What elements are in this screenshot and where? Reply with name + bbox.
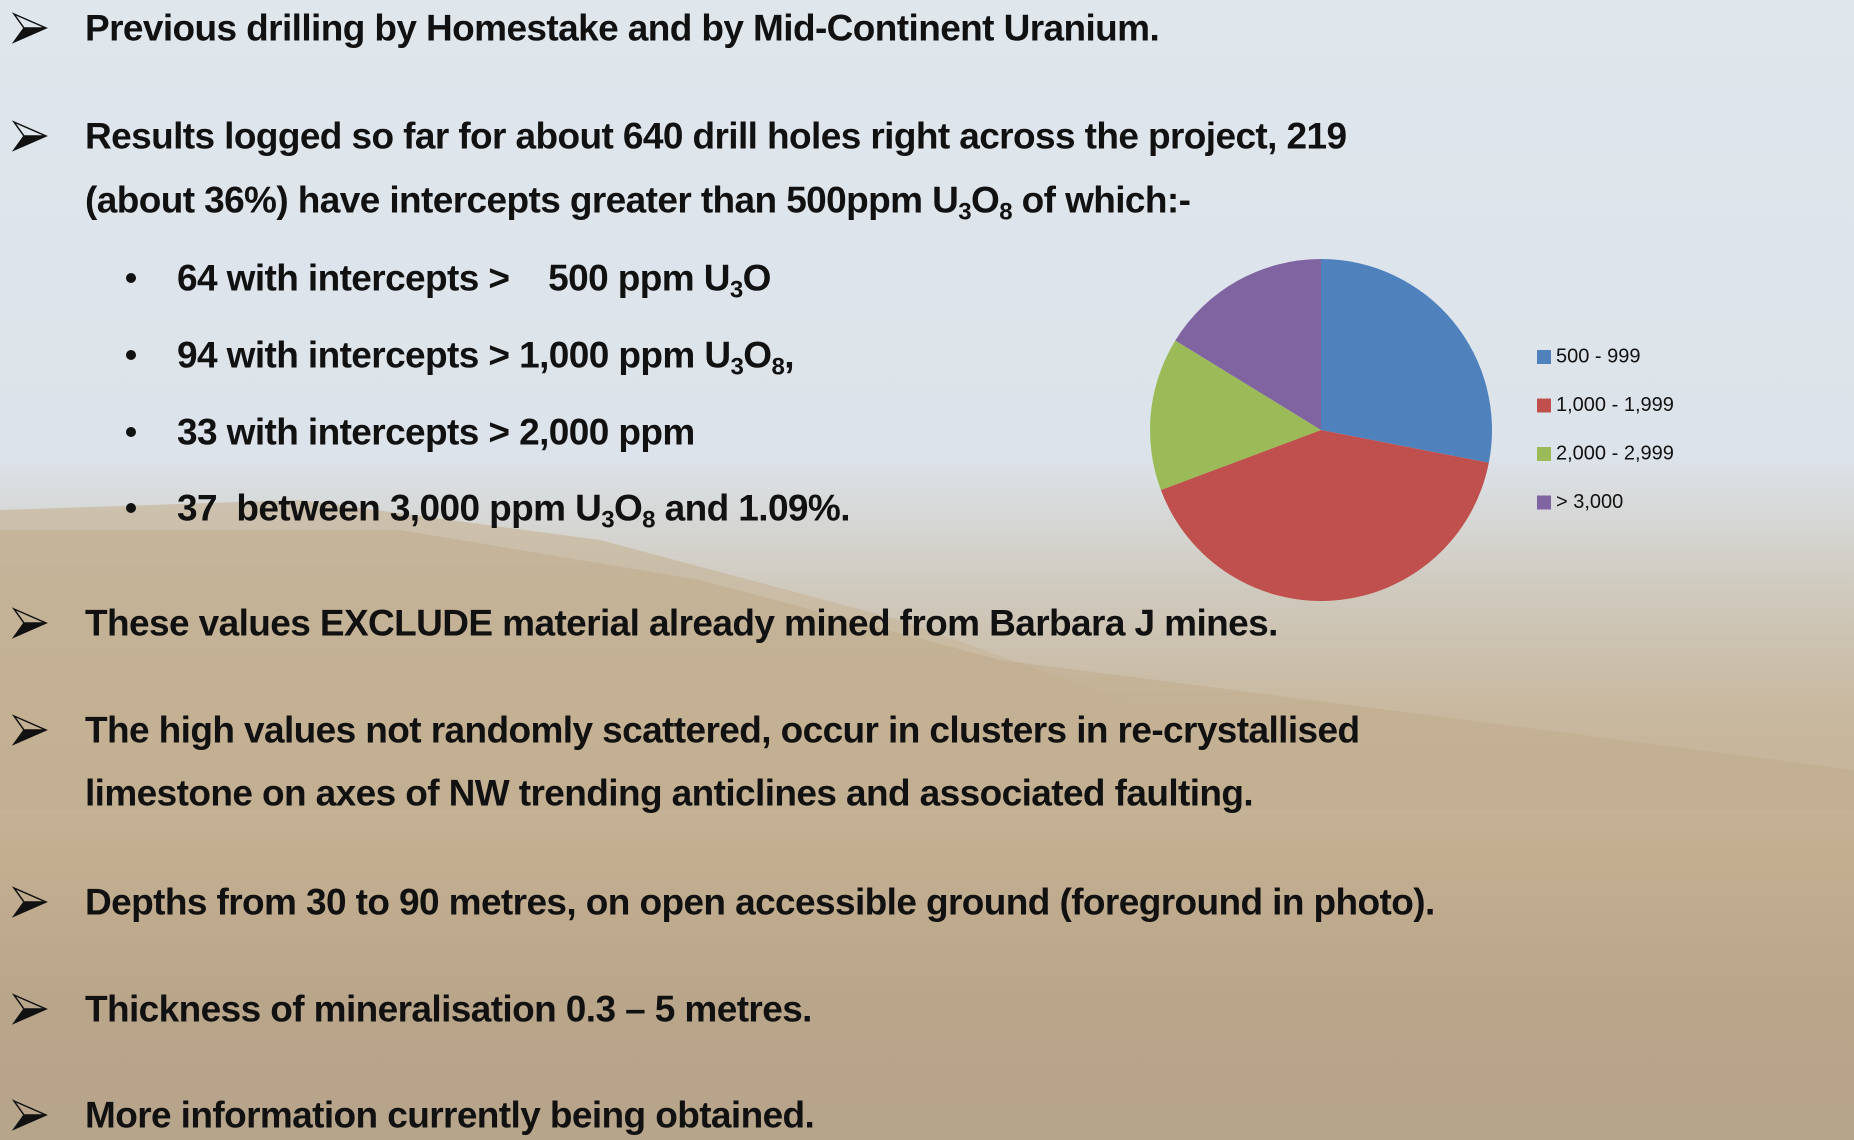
subscript: 3: [601, 507, 614, 534]
sub-bullet-dot: [126, 503, 136, 513]
sub-bullet-dot: [126, 273, 136, 283]
text-run: 64 with intercepts > 500 ppm U: [177, 258, 730, 299]
text-line: These values EXCLUDE material already mi…: [85, 605, 1278, 642]
text-run: Thickness of mineralisation 0.3 – 5 metr…: [85, 989, 812, 1030]
legend-label: 2,000 - 2,999: [1556, 442, 1674, 464]
sub-bullet-dot: [126, 427, 136, 437]
subscript: 8: [999, 199, 1012, 226]
text-run: The high values not randomly scattered, …: [85, 710, 1359, 751]
text-line: Results logged so far for about 640 dril…: [85, 118, 1346, 155]
text-run: 94 with intercepts > 1,000 ppm U: [177, 335, 730, 376]
subscript: 3: [730, 354, 743, 381]
legend-swatch: [1537, 399, 1551, 413]
bullet-arrow: [14, 609, 46, 637]
text-run: O: [743, 335, 771, 376]
legend-swatch: [1537, 350, 1551, 364]
bullet-arrow: [14, 122, 46, 150]
text-run: limestone on axes of NW trending anticli…: [85, 773, 1253, 814]
slide: 500 - 999 1,000 - 1,999 2,000 - 2,999 > 3,0…: [0, 0, 1854, 1140]
text-run: Depths from 30 to 90 metres, on open acc…: [85, 882, 1435, 923]
text-run: (about 36%) have intercepts greater than…: [85, 180, 958, 221]
bullet-arrow: [14, 1101, 46, 1129]
sub-bullet-dot: [126, 350, 136, 360]
text-line: 33 with intercepts > 2,000 ppm: [177, 414, 695, 451]
text-run: and 1.09%.: [655, 488, 850, 529]
text-run: O: [743, 258, 771, 299]
bullet-arrow: [14, 888, 46, 916]
legend-label: 500 - 999: [1556, 345, 1641, 367]
text-line: More information currently being obtaine…: [85, 1097, 814, 1134]
text-line: Thickness of mineralisation 0.3 – 5 metr…: [85, 991, 812, 1028]
text-line: The high values not randomly scattered, …: [85, 712, 1359, 749]
text-run: More information currently being obtaine…: [85, 1095, 814, 1136]
legend-label: > 3,000: [1556, 491, 1623, 513]
slide-graphics: 500 - 999 1,000 - 1,999 2,000 - 2,999 > 3,0…: [0, 0, 1854, 1140]
bullet-arrow: [14, 995, 46, 1023]
text-run: O: [971, 180, 999, 221]
text-line: limestone on axes of NW trending anticli…: [85, 775, 1253, 812]
text-run: Previous drilling by Homestake and by Mi…: [85, 8, 1159, 49]
text-run: 33 with intercepts > 2,000 ppm: [177, 412, 695, 453]
text-run: Results logged so far for about 640 dril…: [85, 116, 1346, 157]
text-line: Previous drilling by Homestake and by Mi…: [85, 10, 1159, 47]
subscript: 8: [642, 507, 655, 534]
bullet-arrow: [14, 716, 46, 744]
text-run: 37 between 3,000 ppm U: [177, 488, 601, 529]
text-run: O: [614, 488, 642, 529]
text-line: 37 between 3,000 ppm U3O8 and 1.09%.: [177, 490, 850, 527]
subscript: 3: [958, 199, 971, 226]
text-line: 94 with intercepts > 1,000 ppm U3O8,: [177, 337, 794, 374]
bullet-arrow: [14, 14, 46, 42]
text-run: of which:-: [1012, 180, 1190, 221]
text-run: These values EXCLUDE material already mi…: [85, 603, 1278, 644]
legend-swatch: [1537, 496, 1551, 510]
subscript: 3: [730, 277, 743, 304]
text-line: Depths from 30 to 90 metres, on open acc…: [85, 884, 1435, 921]
legend-swatch: [1537, 447, 1551, 461]
subscript: 8: [771, 354, 784, 381]
pie-slice: [1321, 259, 1492, 463]
text-line: 64 with intercepts > 500 ppm U3O: [177, 260, 771, 297]
text-run: ,: [784, 335, 794, 376]
legend-label: 1,000 - 1,999: [1556, 394, 1674, 416]
text-line: (about 36%) have intercepts greater than…: [85, 182, 1190, 219]
